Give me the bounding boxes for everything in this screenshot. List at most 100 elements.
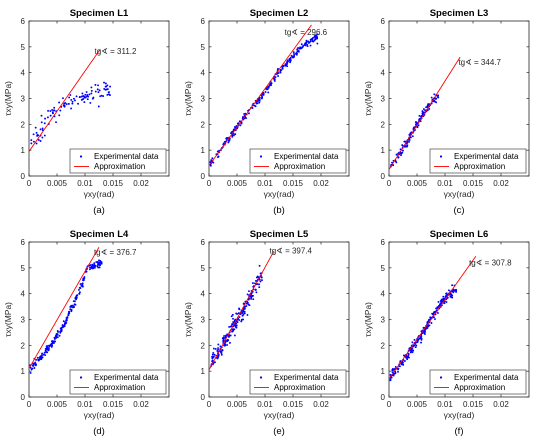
data-point bbox=[78, 286, 81, 289]
y-axis-label: τxy(MPa) bbox=[363, 302, 373, 337]
data-point bbox=[109, 85, 112, 88]
data-point bbox=[65, 103, 68, 106]
data-point bbox=[235, 312, 238, 315]
slope-annotation: tg∢ = 296.6 bbox=[285, 28, 328, 37]
legend-marker-points bbox=[439, 155, 443, 158]
data-point bbox=[45, 345, 48, 348]
legend-label-experimental: Experimental data bbox=[454, 152, 519, 161]
chart-title: Specimen L4 bbox=[70, 229, 129, 240]
panel-label: (a) bbox=[93, 205, 105, 216]
data-point bbox=[228, 138, 231, 141]
y-axis-label: τxy(MPa) bbox=[183, 81, 193, 116]
data-point bbox=[50, 345, 53, 348]
data-point bbox=[98, 259, 100, 262]
y-tick-label: 3 bbox=[381, 95, 386, 104]
y-tick-label: 6 bbox=[201, 17, 206, 26]
data-point bbox=[251, 282, 254, 285]
data-point bbox=[77, 102, 79, 105]
data-point bbox=[426, 326, 429, 329]
data-point bbox=[53, 338, 56, 340]
data-point bbox=[84, 93, 87, 96]
data-point bbox=[295, 51, 298, 54]
legend-label-approximation: Approximation bbox=[94, 162, 145, 171]
data-point bbox=[43, 134, 46, 137]
data-point bbox=[234, 133, 237, 136]
data-point bbox=[233, 334, 236, 337]
data-point bbox=[265, 88, 268, 91]
data-point bbox=[71, 100, 74, 103]
chart-title: Specimen L2 bbox=[250, 8, 309, 19]
data-point bbox=[227, 339, 229, 341]
data-point bbox=[308, 41, 311, 44]
data-point bbox=[89, 264, 92, 266]
data-point bbox=[62, 326, 64, 329]
data-point bbox=[75, 95, 78, 98]
data-point bbox=[61, 324, 64, 326]
data-point bbox=[34, 361, 37, 364]
data-point bbox=[43, 122, 46, 125]
panel-label: (e) bbox=[273, 426, 285, 437]
data-point bbox=[62, 104, 65, 107]
data-point bbox=[300, 47, 303, 50]
data-point bbox=[81, 284, 84, 287]
data-point bbox=[291, 56, 294, 59]
data-point bbox=[251, 107, 254, 109]
data-point bbox=[82, 94, 85, 97]
data-point bbox=[420, 335, 423, 338]
data-point bbox=[436, 307, 439, 309]
y-tick-label: 1 bbox=[201, 146, 206, 155]
legend-marker-points bbox=[259, 155, 263, 158]
data-point bbox=[231, 135, 234, 138]
data-point bbox=[93, 262, 96, 265]
data-point bbox=[96, 88, 99, 91]
data-point bbox=[258, 101, 261, 104]
data-point bbox=[304, 42, 307, 45]
data-point bbox=[430, 322, 433, 324]
data-point bbox=[449, 295, 452, 298]
legend-marker-points bbox=[79, 155, 83, 158]
chart-panel: 0 0.005 0.01 0.015 0.02 0 1 2 3 4 5 6 Specimen L3 γxy… bbox=[363, 8, 530, 216]
chart-title: Specimen L6 bbox=[430, 229, 489, 240]
data-point bbox=[401, 144, 404, 147]
data-point bbox=[108, 91, 110, 93]
data-point bbox=[68, 96, 71, 99]
data-point bbox=[455, 289, 458, 292]
data-point bbox=[33, 367, 36, 369]
data-point bbox=[217, 155, 220, 158]
data-point bbox=[50, 343, 53, 346]
legend-box bbox=[69, 369, 167, 395]
y-tick-label: 5 bbox=[21, 264, 26, 273]
data-point bbox=[427, 325, 430, 328]
data-point bbox=[412, 349, 415, 352]
data-point bbox=[92, 267, 95, 270]
data-point bbox=[235, 326, 238, 329]
x-tick-label: 0.02 bbox=[133, 179, 149, 188]
data-point bbox=[97, 84, 99, 87]
data-point bbox=[426, 105, 429, 108]
x-axis-label: γxy(rad) bbox=[264, 189, 295, 199]
data-point bbox=[32, 364, 35, 367]
data-point bbox=[212, 351, 215, 354]
legend-box bbox=[249, 369, 347, 395]
data-point bbox=[217, 356, 219, 359]
data-point bbox=[224, 334, 227, 337]
data-layer bbox=[389, 255, 477, 382]
data-point bbox=[316, 42, 319, 45]
data-point bbox=[106, 84, 109, 87]
x-tick-label: 0 bbox=[207, 179, 212, 188]
data-point bbox=[59, 330, 62, 333]
data-point bbox=[223, 140, 226, 143]
data-point bbox=[239, 124, 242, 127]
data-point bbox=[97, 261, 100, 264]
data-point bbox=[67, 102, 70, 105]
data-point bbox=[427, 320, 430, 322]
data-point bbox=[72, 300, 75, 303]
data-point bbox=[225, 137, 228, 140]
data-point bbox=[213, 353, 216, 356]
x-tick-label: 0.015 bbox=[283, 179, 304, 188]
data-point bbox=[428, 108, 431, 110]
data-point bbox=[40, 358, 43, 361]
